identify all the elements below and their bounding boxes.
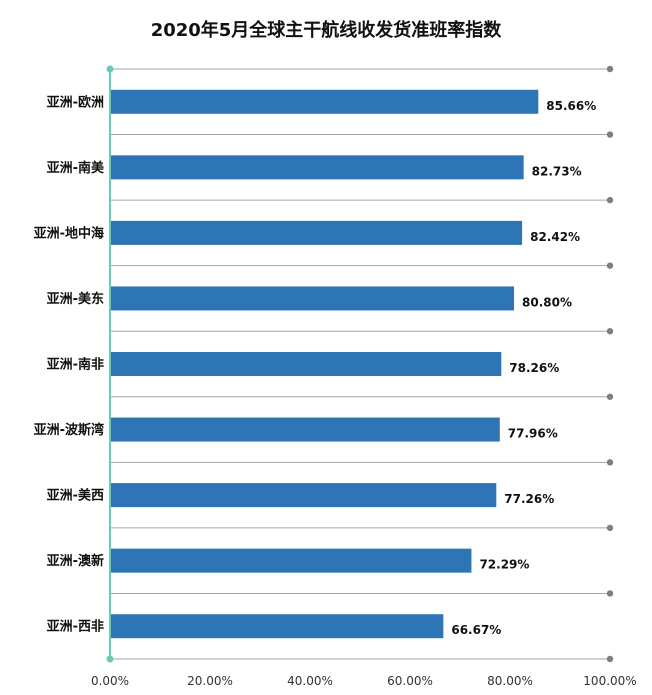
value-label: 66.67%	[451, 623, 501, 637]
grid-end-dot	[606, 65, 614, 73]
x-tick-label: 100.00%	[583, 674, 636, 688]
value-label: 78.26%	[509, 361, 559, 375]
grid-end-dot	[606, 590, 614, 597]
category-label: 亚洲-欧洲	[47, 94, 104, 110]
labels: 亚洲-欧洲亚洲-南美亚洲-地中海亚洲-美东亚洲-南非亚洲-波斯湾亚洲-美西亚洲-…	[34, 94, 637, 688]
category-label: 亚洲-西非	[47, 619, 104, 635]
value-label: 80.80%	[522, 295, 572, 309]
value-label: 72.29%	[479, 558, 529, 572]
bar-2	[110, 155, 524, 180]
bar-7	[110, 483, 497, 508]
y-axis	[106, 65, 114, 663]
grid-end-dot	[606, 131, 614, 138]
value-label: 77.26%	[504, 492, 554, 506]
bar-3	[110, 220, 523, 245]
y-axis-bottom-dot	[106, 655, 114, 663]
value-label: 82.73%	[532, 164, 582, 178]
grid-end-dot	[606, 459, 614, 466]
bar-6	[110, 417, 500, 442]
category-label: 亚洲-波斯湾	[34, 422, 104, 438]
grid-end-dot	[606, 328, 614, 335]
value-label: 82.42%	[530, 230, 580, 244]
bar-8	[110, 548, 472, 573]
bar-1	[110, 89, 539, 114]
grid-end-dot	[606, 655, 614, 663]
x-tick-label: 0.00%	[91, 674, 129, 688]
category-label: 亚洲-地中海	[34, 225, 104, 241]
value-label: 77.96%	[508, 427, 558, 441]
value-label: 85.66%	[546, 99, 596, 113]
grid-end-dot	[606, 262, 614, 269]
grid-end-dot	[606, 196, 614, 204]
chart-title: 2020年5月全球主干航线收发货准班率指数	[151, 19, 503, 41]
grid-lines	[110, 65, 614, 663]
category-label: 亚洲-南美	[47, 160, 105, 176]
category-label: 亚洲-美东	[47, 291, 104, 307]
y-axis-top-dot	[106, 65, 114, 73]
grid-end-dot	[606, 524, 614, 532]
x-tick-label: 40.00%	[287, 674, 333, 688]
category-label: 亚洲-澳新	[47, 553, 104, 569]
grid-end-dot	[606, 393, 614, 400]
category-label: 亚洲-南非	[47, 357, 104, 373]
bar-4	[110, 286, 514, 311]
bar-9	[110, 614, 444, 639]
x-tick-label: 60.00%	[387, 674, 433, 688]
bars	[110, 89, 539, 639]
bar-5	[110, 352, 502, 376]
x-tick-label: 20.00%	[187, 674, 233, 688]
x-tick-label: 80.00%	[487, 674, 533, 688]
category-label: 亚洲-美西	[47, 488, 104, 504]
